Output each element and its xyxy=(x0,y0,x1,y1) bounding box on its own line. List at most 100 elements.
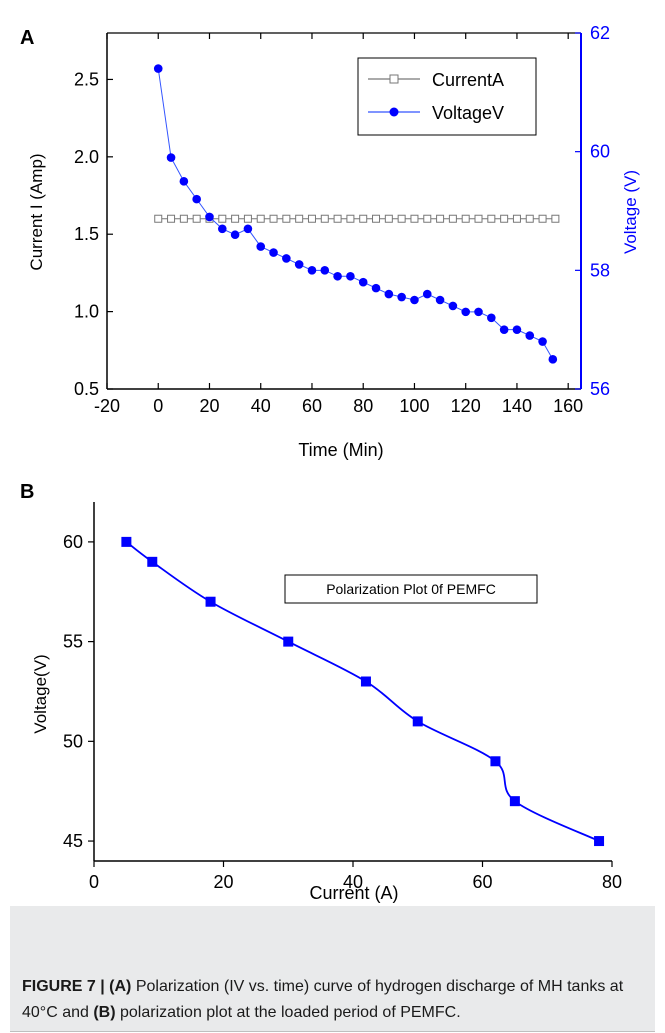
x-tick-label-a: 160 xyxy=(553,396,583,416)
voltage-point xyxy=(282,254,291,263)
x-tick-label-a: -20 xyxy=(94,396,120,416)
current-point xyxy=(384,214,393,223)
current-point xyxy=(359,214,368,223)
chart-a: A -20 0 20 40 60 80 100 120 140 160 0.5 1.0 1.5 2.0 2.… xyxy=(20,23,640,460)
y2-tick-label-a: 60 xyxy=(590,142,610,162)
voltage-point xyxy=(166,153,176,162)
voltage-point xyxy=(230,230,240,240)
current-point xyxy=(525,214,534,223)
current-point xyxy=(448,214,457,223)
x-tick-label-a: 80 xyxy=(353,396,373,416)
x-tick-label-a: 40 xyxy=(251,396,271,416)
y-axis-label-a: Current I (Amp) xyxy=(27,153,46,270)
legend-marker-voltage xyxy=(389,107,399,117)
voltage-point xyxy=(192,194,201,204)
voltage-point xyxy=(499,325,509,334)
current-point xyxy=(346,214,355,223)
caption-tag-a: (A) xyxy=(109,978,132,995)
y2-tick-label-a: 56 xyxy=(590,379,610,399)
voltage-point xyxy=(538,337,547,346)
polarization-point xyxy=(147,556,158,567)
y-tick-label-a: 0.5 xyxy=(74,379,99,399)
current-point xyxy=(295,214,304,223)
y2-tick-label-a: 62 xyxy=(590,23,610,43)
legend-label-voltage: VoltageV xyxy=(432,103,504,123)
current-point xyxy=(474,214,483,223)
y-axis-label-b: Voltage(V) xyxy=(31,654,50,733)
voltage-point xyxy=(358,277,368,287)
voltage-point xyxy=(307,266,317,275)
current-point xyxy=(500,214,509,223)
x-tick-label-a: 120 xyxy=(451,396,481,416)
x-tick-label-b: 60 xyxy=(472,872,492,892)
x-tick-label-a: 20 xyxy=(199,396,219,416)
y2-tick-label-a: 58 xyxy=(590,260,610,280)
current-point xyxy=(551,214,560,223)
voltage-point xyxy=(346,271,355,281)
voltage-point xyxy=(179,177,189,186)
voltage-point xyxy=(384,289,394,299)
legend-marker-current xyxy=(389,74,399,84)
current-point xyxy=(461,214,470,223)
voltage-point xyxy=(217,224,227,234)
x-axis-label-a: Time (Min) xyxy=(298,440,383,460)
current-point xyxy=(333,214,342,223)
polarization-point xyxy=(283,636,294,647)
voltage-point xyxy=(243,224,253,234)
y-tick-label-b: 55 xyxy=(63,632,83,652)
voltage-point xyxy=(333,271,342,281)
chart-b: B 0 20 40 60 80 45 50 55 60 Polarization Plot 0f… xyxy=(20,481,622,903)
voltage-point xyxy=(435,295,445,305)
current-point xyxy=(218,214,227,223)
caption-label: FIGURE 7 | xyxy=(22,978,110,995)
polarization-point xyxy=(509,796,520,807)
current-point xyxy=(231,214,240,223)
voltage-point xyxy=(461,307,471,317)
polarization-point xyxy=(121,536,132,547)
current-point xyxy=(538,214,547,223)
polarization-point xyxy=(360,676,371,687)
x-tick-label-b: 0 xyxy=(89,872,99,892)
caption-text-1: Polarization (IV vs. time) curve of hydr… xyxy=(22,978,624,1021)
x-tick-label-a: 60 xyxy=(302,396,322,416)
voltage-point xyxy=(525,331,535,340)
current-point xyxy=(179,214,188,223)
current-point xyxy=(397,214,406,223)
voltage-point xyxy=(153,64,163,73)
x-tick-label-a: 0 xyxy=(153,396,163,416)
caption-text-2: polarization plot at the loaded period o… xyxy=(115,1004,461,1021)
polarization-point xyxy=(412,716,423,727)
figure-caption: FIGURE 7 | (A) Polarization (IV vs. time… xyxy=(10,906,655,1031)
current-point xyxy=(307,214,316,223)
current-point xyxy=(512,214,521,223)
voltage-point xyxy=(205,212,214,222)
y-tick-label-a: 2.0 xyxy=(74,147,99,167)
voltage-point xyxy=(320,266,330,275)
voltage-point xyxy=(512,325,522,334)
current-point xyxy=(410,214,419,223)
current-point xyxy=(372,214,381,223)
y-tick-label-a: 1.5 xyxy=(74,224,99,244)
voltage-point xyxy=(474,307,483,317)
voltage-point xyxy=(269,248,278,257)
y-tick-label-b: 45 xyxy=(63,831,83,851)
current-point xyxy=(423,214,432,223)
current-point xyxy=(320,214,329,223)
caption-divider xyxy=(10,1031,655,1032)
x-axis-label-b: Current (A) xyxy=(309,883,398,903)
legend-label-current: CurrentA xyxy=(432,70,504,90)
caption-tag-b: (B) xyxy=(93,1004,116,1021)
x-tick-label-b: 20 xyxy=(213,872,233,892)
y-tick-label-b: 60 xyxy=(63,532,83,552)
voltage-point xyxy=(487,313,496,323)
current-point xyxy=(167,214,176,223)
current-point xyxy=(256,214,265,223)
voltage-point xyxy=(448,301,458,311)
legend-box xyxy=(357,57,537,136)
voltage-point xyxy=(410,295,419,305)
current-point xyxy=(243,214,252,223)
annotation-box xyxy=(284,574,538,604)
voltage-point xyxy=(422,289,432,299)
annotation-text: Polarization Plot 0f PEMFC xyxy=(326,581,496,597)
current-point xyxy=(192,214,201,223)
